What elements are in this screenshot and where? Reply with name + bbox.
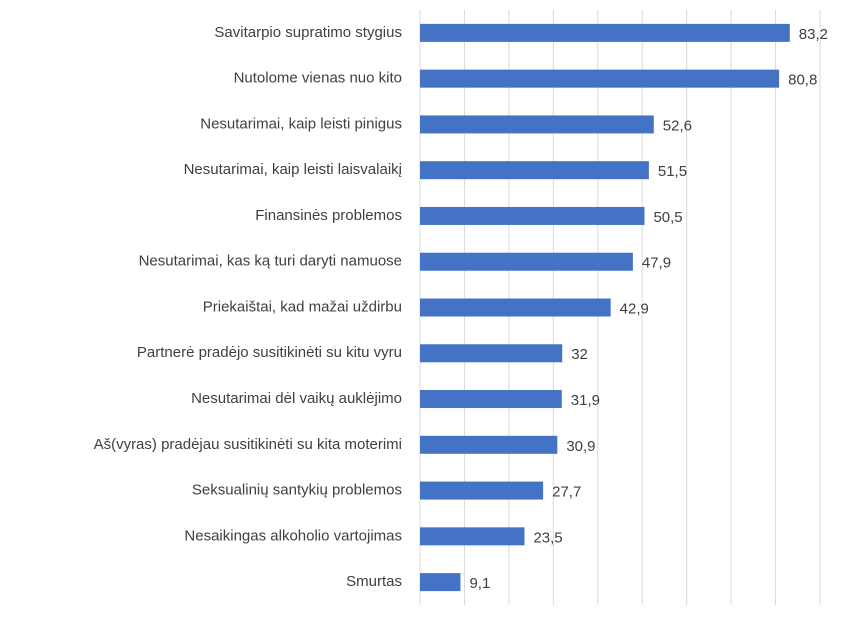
bar xyxy=(420,435,558,454)
value-label: 42,9 xyxy=(620,300,649,317)
y-tick-label: Nesutarimai, kaip leisti laisvalaikį xyxy=(184,161,402,178)
bar xyxy=(420,527,525,546)
value-label: 83,2 xyxy=(799,26,828,43)
bar xyxy=(420,23,790,42)
y-tick-label: Nesutarimai, kaip leisti pinigus xyxy=(200,115,402,132)
bar xyxy=(420,481,544,500)
y-tick-label: Nutolome vienas nuo kito xyxy=(234,70,402,87)
value-label: 9,1 xyxy=(469,575,490,592)
y-tick-label: Partnerė pradėjo susitikinėti su kitu vy… xyxy=(137,344,402,361)
bar xyxy=(420,115,654,134)
bar xyxy=(420,252,633,271)
bar xyxy=(420,69,780,88)
bar xyxy=(420,161,649,180)
value-label: 52,6 xyxy=(663,117,692,134)
y-tick-label: Nesutarimai, kas ką turi daryti namuose xyxy=(139,253,402,270)
value-label: 50,5 xyxy=(653,209,682,226)
y-tick-label: Nesutarimai dėl vaikų auklėjimo xyxy=(191,390,402,407)
value-label: 31,9 xyxy=(571,392,600,409)
bar xyxy=(420,298,611,317)
bar xyxy=(420,206,645,225)
bar xyxy=(420,573,461,592)
y-tick-label: Aš(vyras) pradėjau susitikinėti su kita … xyxy=(94,436,402,453)
value-label: 23,5 xyxy=(533,529,562,546)
value-label: 80,8 xyxy=(788,72,817,89)
bar xyxy=(420,390,562,409)
value-label: 51,5 xyxy=(658,163,687,180)
y-tick-label: Priekaištai, kad mažai uždirbu xyxy=(203,298,402,315)
y-tick-label: Nesaikingas alkoholio vartojimas xyxy=(184,527,402,544)
y-tick-label: Savitarpio supratimo stygius xyxy=(214,24,402,41)
value-label: 47,9 xyxy=(642,255,671,272)
value-label: 32 xyxy=(571,346,588,363)
value-label: 27,7 xyxy=(552,484,581,501)
value-label: 30,9 xyxy=(566,438,595,455)
y-tick-label: Finansinės problemos xyxy=(255,207,402,224)
y-tick-label: Smurtas xyxy=(346,573,402,590)
y-tick-label: Seksualinių santykių problemos xyxy=(192,482,402,499)
bar xyxy=(420,344,563,363)
